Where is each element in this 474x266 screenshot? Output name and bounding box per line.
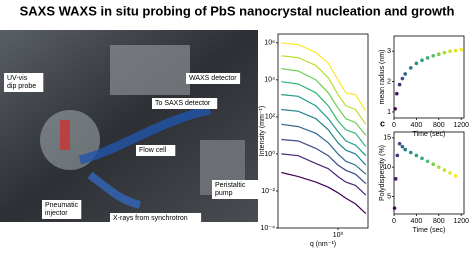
y-tick-label: 3	[387, 48, 391, 55]
x-tick-label: 400	[411, 122, 423, 129]
x-tick-label: 0	[392, 218, 396, 225]
data-point	[442, 168, 447, 172]
intensity-curve	[281, 81, 367, 147]
y-axis-label: mean radius (nm)	[379, 50, 386, 105]
data-point	[392, 206, 397, 210]
data-point	[453, 174, 458, 178]
intensity-curve	[281, 123, 367, 175]
data-point	[397, 141, 402, 146]
plot-frame	[277, 33, 369, 229]
label-box	[186, 73, 241, 84]
data-point	[403, 72, 408, 76]
intensity-curve	[281, 42, 367, 112]
label-box	[110, 213, 202, 224]
data-point	[448, 171, 452, 175]
plot-frame	[393, 35, 465, 119]
data-point	[409, 66, 413, 70]
y-tick-label: 1	[387, 109, 391, 116]
x-tick-label: 1200	[453, 122, 469, 129]
data-point	[431, 162, 436, 167]
photo-label: injector	[45, 210, 68, 217]
y-tick-label: 10	[383, 164, 391, 171]
data-point	[403, 147, 408, 152]
y-tick-label: 10⁻²	[261, 188, 275, 195]
data-point	[442, 50, 447, 55]
photo-label: dip probe	[7, 83, 36, 90]
intensity-curve	[281, 138, 367, 185]
data-point	[397, 82, 402, 87]
label-box	[42, 200, 82, 219]
data-point	[420, 156, 424, 161]
data-point	[437, 165, 441, 169]
photo-label: UV-vis	[7, 75, 28, 82]
x-axis-label: Time (sec)	[413, 131, 446, 138]
intensity-curve	[281, 153, 367, 196]
y-tick-label: 10⁰	[264, 150, 275, 158]
intensity-curve	[281, 55, 367, 125]
y-tick-label: 10⁶	[264, 40, 275, 47]
x-tick-label: 0	[392, 122, 396, 129]
data-point	[395, 153, 400, 158]
photo-label: WAXS detector	[189, 75, 237, 82]
x-tick-label: 1200	[453, 218, 469, 225]
photo-label: Peristaltic	[215, 182, 246, 189]
label-box	[4, 73, 44, 92]
data-point	[425, 56, 430, 60]
data-point	[400, 144, 405, 149]
panel-label: c	[380, 118, 385, 128]
label-box	[152, 98, 218, 109]
y-axis-label: Polydispersity (%)	[379, 145, 386, 201]
data-point	[431, 53, 436, 58]
photo-label: To SAXS detector	[155, 100, 211, 107]
y-tick-label: 10⁴	[264, 77, 275, 84]
data-point	[395, 91, 399, 96]
photo-label: pump	[215, 190, 233, 197]
y-tick-label: 10⁻⁴	[261, 225, 276, 232]
data-point	[409, 150, 413, 155]
x-tick-label: 800	[433, 122, 445, 129]
x-axis-label: Time (sec)	[413, 227, 446, 234]
plot-frame	[393, 131, 465, 215]
intensity-curve	[281, 94, 367, 157]
data-point	[414, 61, 419, 66]
intensity-curve	[281, 108, 367, 166]
data-point	[448, 49, 452, 53]
x-axis-label: q (nm⁻¹)	[310, 241, 336, 248]
data-point	[393, 177, 398, 181]
label-box	[212, 180, 259, 199]
y-tick-label: 10²	[265, 114, 276, 121]
data-point	[420, 58, 424, 63]
y-tick-label: 15	[383, 135, 391, 142]
photo-label: Flow cell	[139, 147, 167, 154]
photo	[0, 30, 258, 222]
data-point	[393, 107, 397, 111]
data-point	[453, 48, 458, 53]
data-point	[400, 76, 405, 81]
figure-title: SAXS WAXS in situ probing of PbS nanocry…	[20, 3, 455, 18]
intensity-curve	[281, 171, 367, 215]
y-tick-label: 5	[387, 193, 391, 200]
x-tick-label: 800	[433, 218, 445, 225]
intensity-curve	[281, 68, 367, 136]
photo-label: X-rays from synchrotron	[113, 215, 188, 222]
x-tick-label: 400	[411, 218, 423, 225]
y-tick-label: 2	[387, 78, 391, 85]
data-point	[414, 153, 419, 158]
data-point	[459, 47, 464, 52]
data-point	[437, 52, 441, 57]
photo-label: Pneumatic	[45, 202, 79, 209]
y-axis-label: Intensity (mm⁻¹)	[259, 106, 266, 156]
x-tick-label: 10⁰	[333, 231, 344, 239]
data-point	[425, 159, 430, 164]
label-box	[136, 145, 176, 156]
